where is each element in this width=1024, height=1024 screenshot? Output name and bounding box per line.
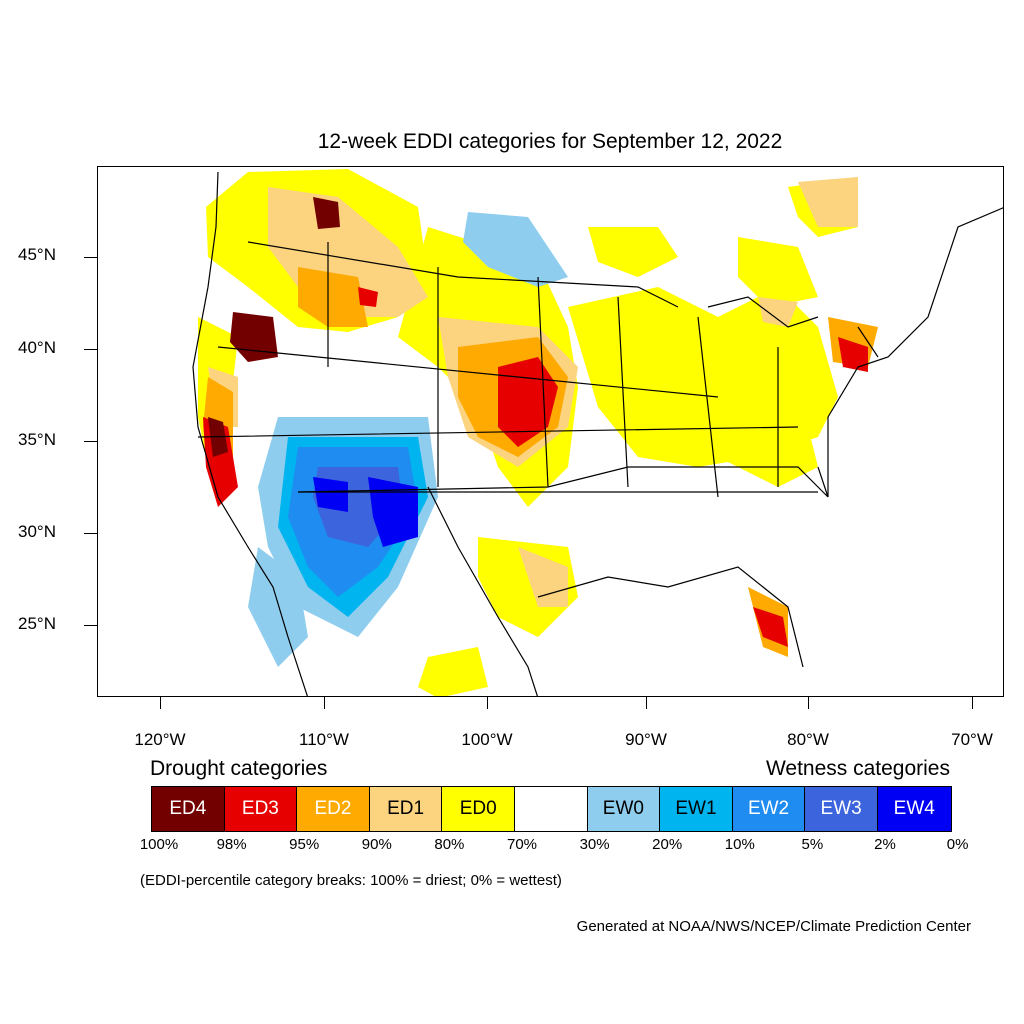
category-note: (EDDI-percentile category breaks: 100% =… <box>140 872 562 889</box>
lon-label-70: 70°W <box>951 730 993 749</box>
ed3-regions <box>203 287 868 647</box>
lat-label-45: 45°N <box>18 245 56 264</box>
lon-tick-110 <box>324 697 325 709</box>
lat-tick-40 <box>84 349 97 350</box>
lat-tick-35 <box>84 441 97 442</box>
legend-box-ew1: EW1 <box>660 787 733 831</box>
legend-box-ew0: EW0 <box>587 787 661 831</box>
lon-label-110: 110°W <box>299 730 349 749</box>
credit-line: Generated at NOAA/NWS/NCEP/Climate Predi… <box>576 918 971 935</box>
lon-tick-70 <box>972 697 973 709</box>
lat-tick-25 <box>84 625 97 626</box>
lat-tick-45 <box>84 257 97 258</box>
map-canvas <box>192 169 1003 696</box>
ew4-regions <box>313 477 418 547</box>
percentile-label: 95% <box>289 836 320 853</box>
percentile-label: 90% <box>361 836 392 853</box>
wetness-heading: Wetness categories <box>765 757 950 780</box>
eddi-map <box>97 166 1004 697</box>
lon-tick-90 <box>646 697 647 709</box>
percentile-label: 0% <box>946 836 969 853</box>
legend-box-neutral <box>514 787 588 831</box>
lon-tick-120 <box>160 697 161 709</box>
lat-label-40: 40°N <box>18 338 56 357</box>
legend-box-ed0: ED0 <box>442 787 515 831</box>
lon-label-100: 100°W <box>461 730 513 749</box>
lon-tick-100 <box>487 697 488 709</box>
lon-label-90: 90°W <box>625 730 667 749</box>
percentile-label: 5% <box>801 836 824 853</box>
drought-heading: Drought categories <box>150 757 328 780</box>
legend-box-ed1: ED1 <box>369 787 443 831</box>
legend-box-ed4: ED4 <box>152 787 225 831</box>
legend-color-bar: ED4 ED3 ED2 ED1 ED0 EW0 EW1 EW2 EW3 EW4 <box>151 786 952 832</box>
map-title: 12-week EDDI categories for September 12… <box>317 130 783 153</box>
legend-box-ew3: EW3 <box>805 787 878 831</box>
percentile-label: 80% <box>434 836 465 853</box>
boundary-lines <box>192 171 1003 696</box>
lat-label-35: 35°N <box>18 430 56 449</box>
lat-label-30: 30°N <box>18 522 56 541</box>
legend-box-ed3: ED3 <box>224 787 298 831</box>
percentile-label: 2% <box>874 836 896 853</box>
lat-tick-30 <box>84 533 97 534</box>
percentile-label: 30% <box>579 836 610 853</box>
legend-box-ew2: EW2 <box>732 787 806 831</box>
lat-label-25: 25°N <box>18 614 56 633</box>
percentile-label: 70% <box>506 836 538 853</box>
lon-tick-80 <box>808 697 809 709</box>
legend-box-ew4: EW4 <box>877 787 951 831</box>
lon-label-80: 80°W <box>787 730 829 749</box>
ed0-regions <box>198 169 858 696</box>
percentile-label: 10% <box>724 836 755 853</box>
lon-label-120: 120°W <box>134 730 186 749</box>
percentile-label: 98% <box>216 836 247 853</box>
percentile-label: 20% <box>652 836 683 853</box>
percentile-label: 100% <box>139 836 179 853</box>
legend-box-ed2: ED2 <box>297 787 370 831</box>
